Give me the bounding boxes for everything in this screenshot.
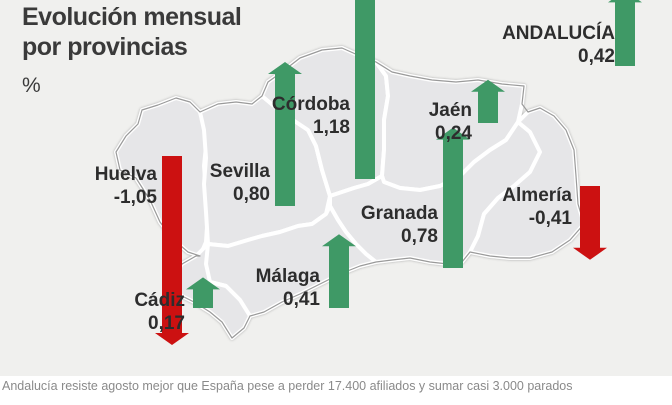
province-label-granada: Granada 0,78 <box>361 202 438 248</box>
province-value-malaga: 0,41 <box>283 289 320 310</box>
unit-label: % <box>22 74 41 97</box>
change-arrow-andalucia <box>608 0 642 66</box>
province-value-cadiz: 0,17 <box>148 313 185 334</box>
change-arrow-granada <box>436 127 470 268</box>
region-label-andalucia: ANDALUCÍA 0,42 <box>502 22 615 68</box>
province-value-cordoba: 1,18 <box>313 117 350 138</box>
province-label-cadiz: Cádiz 0,17 <box>134 289 185 335</box>
region-value-andalucia: 0,42 <box>578 46 615 67</box>
province-label-almeria: Almería -0,41 <box>502 184 572 230</box>
province-label-sevilla: Sevilla 0,80 <box>210 160 270 206</box>
region-name-andalucia: ANDALUCÍA <box>502 23 615 44</box>
province-name-cadiz: Cádiz <box>134 290 185 311</box>
map-title: Evolución mensual por provincias <box>22 2 242 62</box>
image-caption: Andalucía resiste agosto mejor que Españ… <box>2 379 573 393</box>
map-title-line-1: Evolución mensual <box>22 3 242 31</box>
change-arrow-huelva <box>155 156 189 345</box>
province-name-huelva: Huelva <box>94 164 157 185</box>
change-arrow-cordoba <box>355 0 375 179</box>
map-title-line-2: por provincias <box>22 33 188 61</box>
province-name-almeria: Almería <box>502 185 572 206</box>
province-name-sevilla: Sevilla <box>209 161 270 182</box>
province-value-sevilla: 0,80 <box>233 184 270 205</box>
province-value-almeria: -0,41 <box>528 208 572 229</box>
province-label-jaen: Jaén 0,24 <box>429 99 472 145</box>
arrows-layer <box>155 0 642 345</box>
map-outline <box>115 47 585 339</box>
change-arrow-almeria <box>573 186 607 260</box>
change-arrow-cadiz <box>186 277 220 308</box>
change-arrow-jaen <box>471 79 505 123</box>
province-label-malaga: Málaga 0,41 <box>256 265 320 311</box>
province-label-cordoba: Córdoba 1,18 <box>272 93 350 139</box>
province-name-jaen: Jaén <box>428 100 472 121</box>
province-label-huelva: Huelva -1,05 <box>95 163 157 209</box>
province-value-jaen: 0,24 <box>435 123 472 144</box>
change-arrow-sevilla <box>268 62 302 206</box>
province-name-granada: Granada <box>360 203 438 224</box>
province-name-cordoba: Córdoba <box>271 94 350 115</box>
andalucia-map <box>114 0 642 345</box>
province-name-malaga: Málaga <box>255 266 320 287</box>
province-value-huelva: -1,05 <box>113 187 157 208</box>
province-value-granada: 0,78 <box>401 226 438 247</box>
change-arrow-malaga <box>322 234 356 308</box>
